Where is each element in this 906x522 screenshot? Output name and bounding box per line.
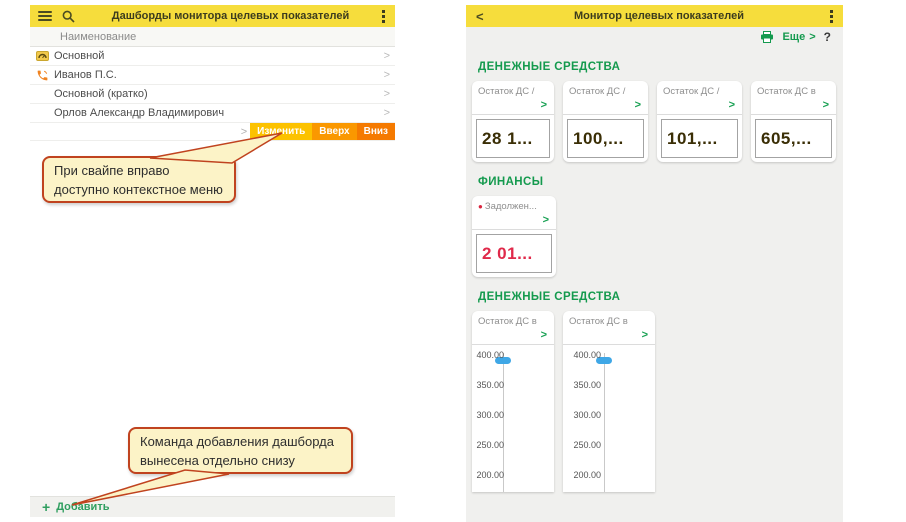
axis-tick: 400.00	[573, 350, 601, 360]
axis-tick: 400.00	[476, 350, 504, 360]
indicator-value: 605,...	[755, 119, 832, 158]
more-label: Еще	[782, 31, 806, 43]
page-title: Дашборды монитора целевых показателей	[111, 10, 350, 22]
chevron-right-icon: >	[383, 69, 390, 81]
help-button[interactable]: ?	[823, 30, 831, 44]
mini-gauge-chart: 400.00 350.00 300.00 250.00 200.00	[472, 345, 554, 492]
callout-text-line: доступно контекстное меню	[54, 182, 223, 197]
section-title-cash-1: ДЕНЕЖНЫЕ СРЕДСТВА	[478, 61, 621, 73]
chevron-right-icon: >	[383, 107, 390, 119]
indicator-title: Остаток ДС в	[569, 316, 628, 327]
list-item-osnovnoy-kratko[interactable]: Основной (кратко) >	[30, 85, 395, 104]
indicator-value: 2 01...	[476, 234, 552, 273]
axis-tick: 250.00	[476, 440, 504, 450]
indicator-title: Остаток ДС /	[478, 86, 535, 97]
chart-card[interactable]: Остаток ДС в > 400.00 350.00 300.00 250.…	[563, 311, 655, 492]
mini-gauge-chart: 400.00 350.00 300.00 250.00 200.00	[563, 345, 655, 492]
indicator-card-row: Остаток ДС / > 28 1... Остаток ДС / > 10…	[466, 81, 843, 162]
kebab-menu-icon[interactable]	[378, 8, 389, 25]
list-item-osnovnoy[interactable]: Основной >	[30, 47, 395, 66]
swipe-actions-row: > Изменить Вверх Вниз	[30, 123, 395, 141]
chart-axis-line	[604, 353, 605, 492]
right-app-header: < Монитор целевых показателей	[466, 5, 843, 27]
chevron-right-icon[interactable]: >	[540, 99, 547, 111]
indicator-value: 100,...	[567, 119, 644, 158]
chevron-right-icon: >	[383, 50, 390, 62]
list-item-label: Иванов П.С.	[54, 69, 117, 81]
annotation-callout-swipe: При свайпе вправо доступно контекстное м…	[42, 156, 236, 203]
callout-text-line: вынесена отдельно снизу	[140, 453, 295, 468]
indicator-card-row: ● Задолжен... > 2 01...	[466, 196, 843, 277]
axis-tick: 200.00	[476, 470, 504, 480]
indicator-title: ● Задолжен...	[478, 201, 537, 212]
list-item-label: Основной (кратко)	[54, 88, 148, 100]
add-dashboard-button[interactable]: + Добавить	[30, 496, 395, 517]
chart-marker[interactable]	[495, 357, 511, 364]
printer-icon[interactable]	[760, 31, 774, 43]
chart-axis-line	[503, 353, 504, 492]
right-toolbar: Еще > ?	[466, 27, 843, 47]
list-item-orlov[interactable]: Орлов Александр Владимирович >	[30, 104, 395, 123]
indicator-title: Остаток ДС /	[663, 86, 720, 97]
swipe-move-up-button[interactable]: Вверх	[312, 123, 357, 140]
list-column-header: Наименование	[30, 27, 395, 47]
annotation-callout-add: Команда добавления дашборда вынесена отд…	[128, 427, 353, 474]
plus-icon: +	[42, 499, 51, 515]
add-button-label: Добавить	[56, 501, 110, 513]
swipe-move-down-button[interactable]: Вниз	[356, 123, 395, 140]
dashboard-icon	[30, 51, 54, 61]
axis-tick: 250.00	[573, 440, 601, 450]
axis-tick: 350.00	[573, 380, 601, 390]
more-menu-button[interactable]: Еще >	[782, 31, 815, 43]
indicator-card[interactable]: Остаток ДС / > 101,...	[657, 81, 742, 162]
indicator-title: Остаток ДС в	[478, 316, 537, 327]
indicator-title: Остаток ДС в	[757, 86, 816, 97]
indicator-value: 101,...	[661, 119, 738, 158]
indicator-title: Остаток ДС /	[569, 86, 626, 97]
list-item-label: Основной	[54, 50, 105, 62]
list-item-label: Орлов Александр Владимирович	[54, 107, 225, 119]
monitor-screen: < Монитор целевых показателей Еще > ? ДЕ…	[466, 5, 843, 522]
chevron-right-icon: >	[240, 125, 248, 138]
axis-tick: 200.00	[573, 470, 601, 480]
dashboards-list-screen: Дашборды монитора целевых показателей На…	[30, 5, 395, 517]
axis-tick: 350.00	[476, 380, 504, 390]
section-title-finance: ФИНАНСЫ	[478, 176, 544, 188]
swipe-edit-button[interactable]: Изменить	[250, 123, 313, 140]
chevron-right-icon: >	[809, 31, 816, 43]
indicator-value: 28 1...	[476, 119, 550, 158]
chevron-right-icon[interactable]: >	[540, 329, 547, 341]
chart-card-row: Остаток ДС в > 400.00 350.00 300.00 250.…	[466, 311, 843, 492]
chart-marker[interactable]	[596, 357, 612, 364]
kebab-menu-icon[interactable]	[826, 8, 837, 25]
axis-tick: 300.00	[573, 410, 601, 420]
alert-bullet-icon: ●	[478, 202, 483, 211]
chevron-right-icon: >	[383, 88, 390, 100]
hamburger-menu-icon[interactable]	[38, 11, 52, 21]
axis-tick: 300.00	[476, 410, 504, 420]
list-item-ivanov[interactable]: Иванов П.С. >	[30, 66, 395, 85]
chevron-right-icon[interactable]: >	[634, 99, 641, 111]
page-title: Монитор целевых показателей	[574, 10, 744, 22]
indicator-card[interactable]: Остаток ДС / > 100,...	[563, 81, 648, 162]
indicator-card[interactable]: ● Задолжен... > 2 01...	[472, 196, 556, 277]
indicator-card[interactable]: Остаток ДС в > 605,...	[751, 81, 836, 162]
callout-text-line: При свайпе вправо	[54, 163, 170, 178]
indicator-card[interactable]: Остаток ДС / > 28 1...	[472, 81, 554, 162]
chart-card[interactable]: Остаток ДС в > 400.00 350.00 300.00 250.…	[472, 311, 554, 492]
phone-icon	[30, 69, 54, 82]
chevron-right-icon[interactable]: >	[728, 99, 735, 111]
chevron-right-icon[interactable]: >	[542, 214, 549, 226]
search-icon[interactable]	[62, 10, 75, 23]
back-chevron-icon[interactable]: <	[476, 8, 484, 24]
chevron-right-icon[interactable]: >	[641, 329, 648, 341]
left-app-header: Дашборды монитора целевых показателей	[30, 5, 395, 27]
chevron-right-icon[interactable]: >	[822, 99, 829, 111]
section-title-cash-2: ДЕНЕЖНЫЕ СРЕДСТВА	[478, 291, 621, 303]
callout-text-line: Команда добавления дашборда	[140, 434, 334, 449]
